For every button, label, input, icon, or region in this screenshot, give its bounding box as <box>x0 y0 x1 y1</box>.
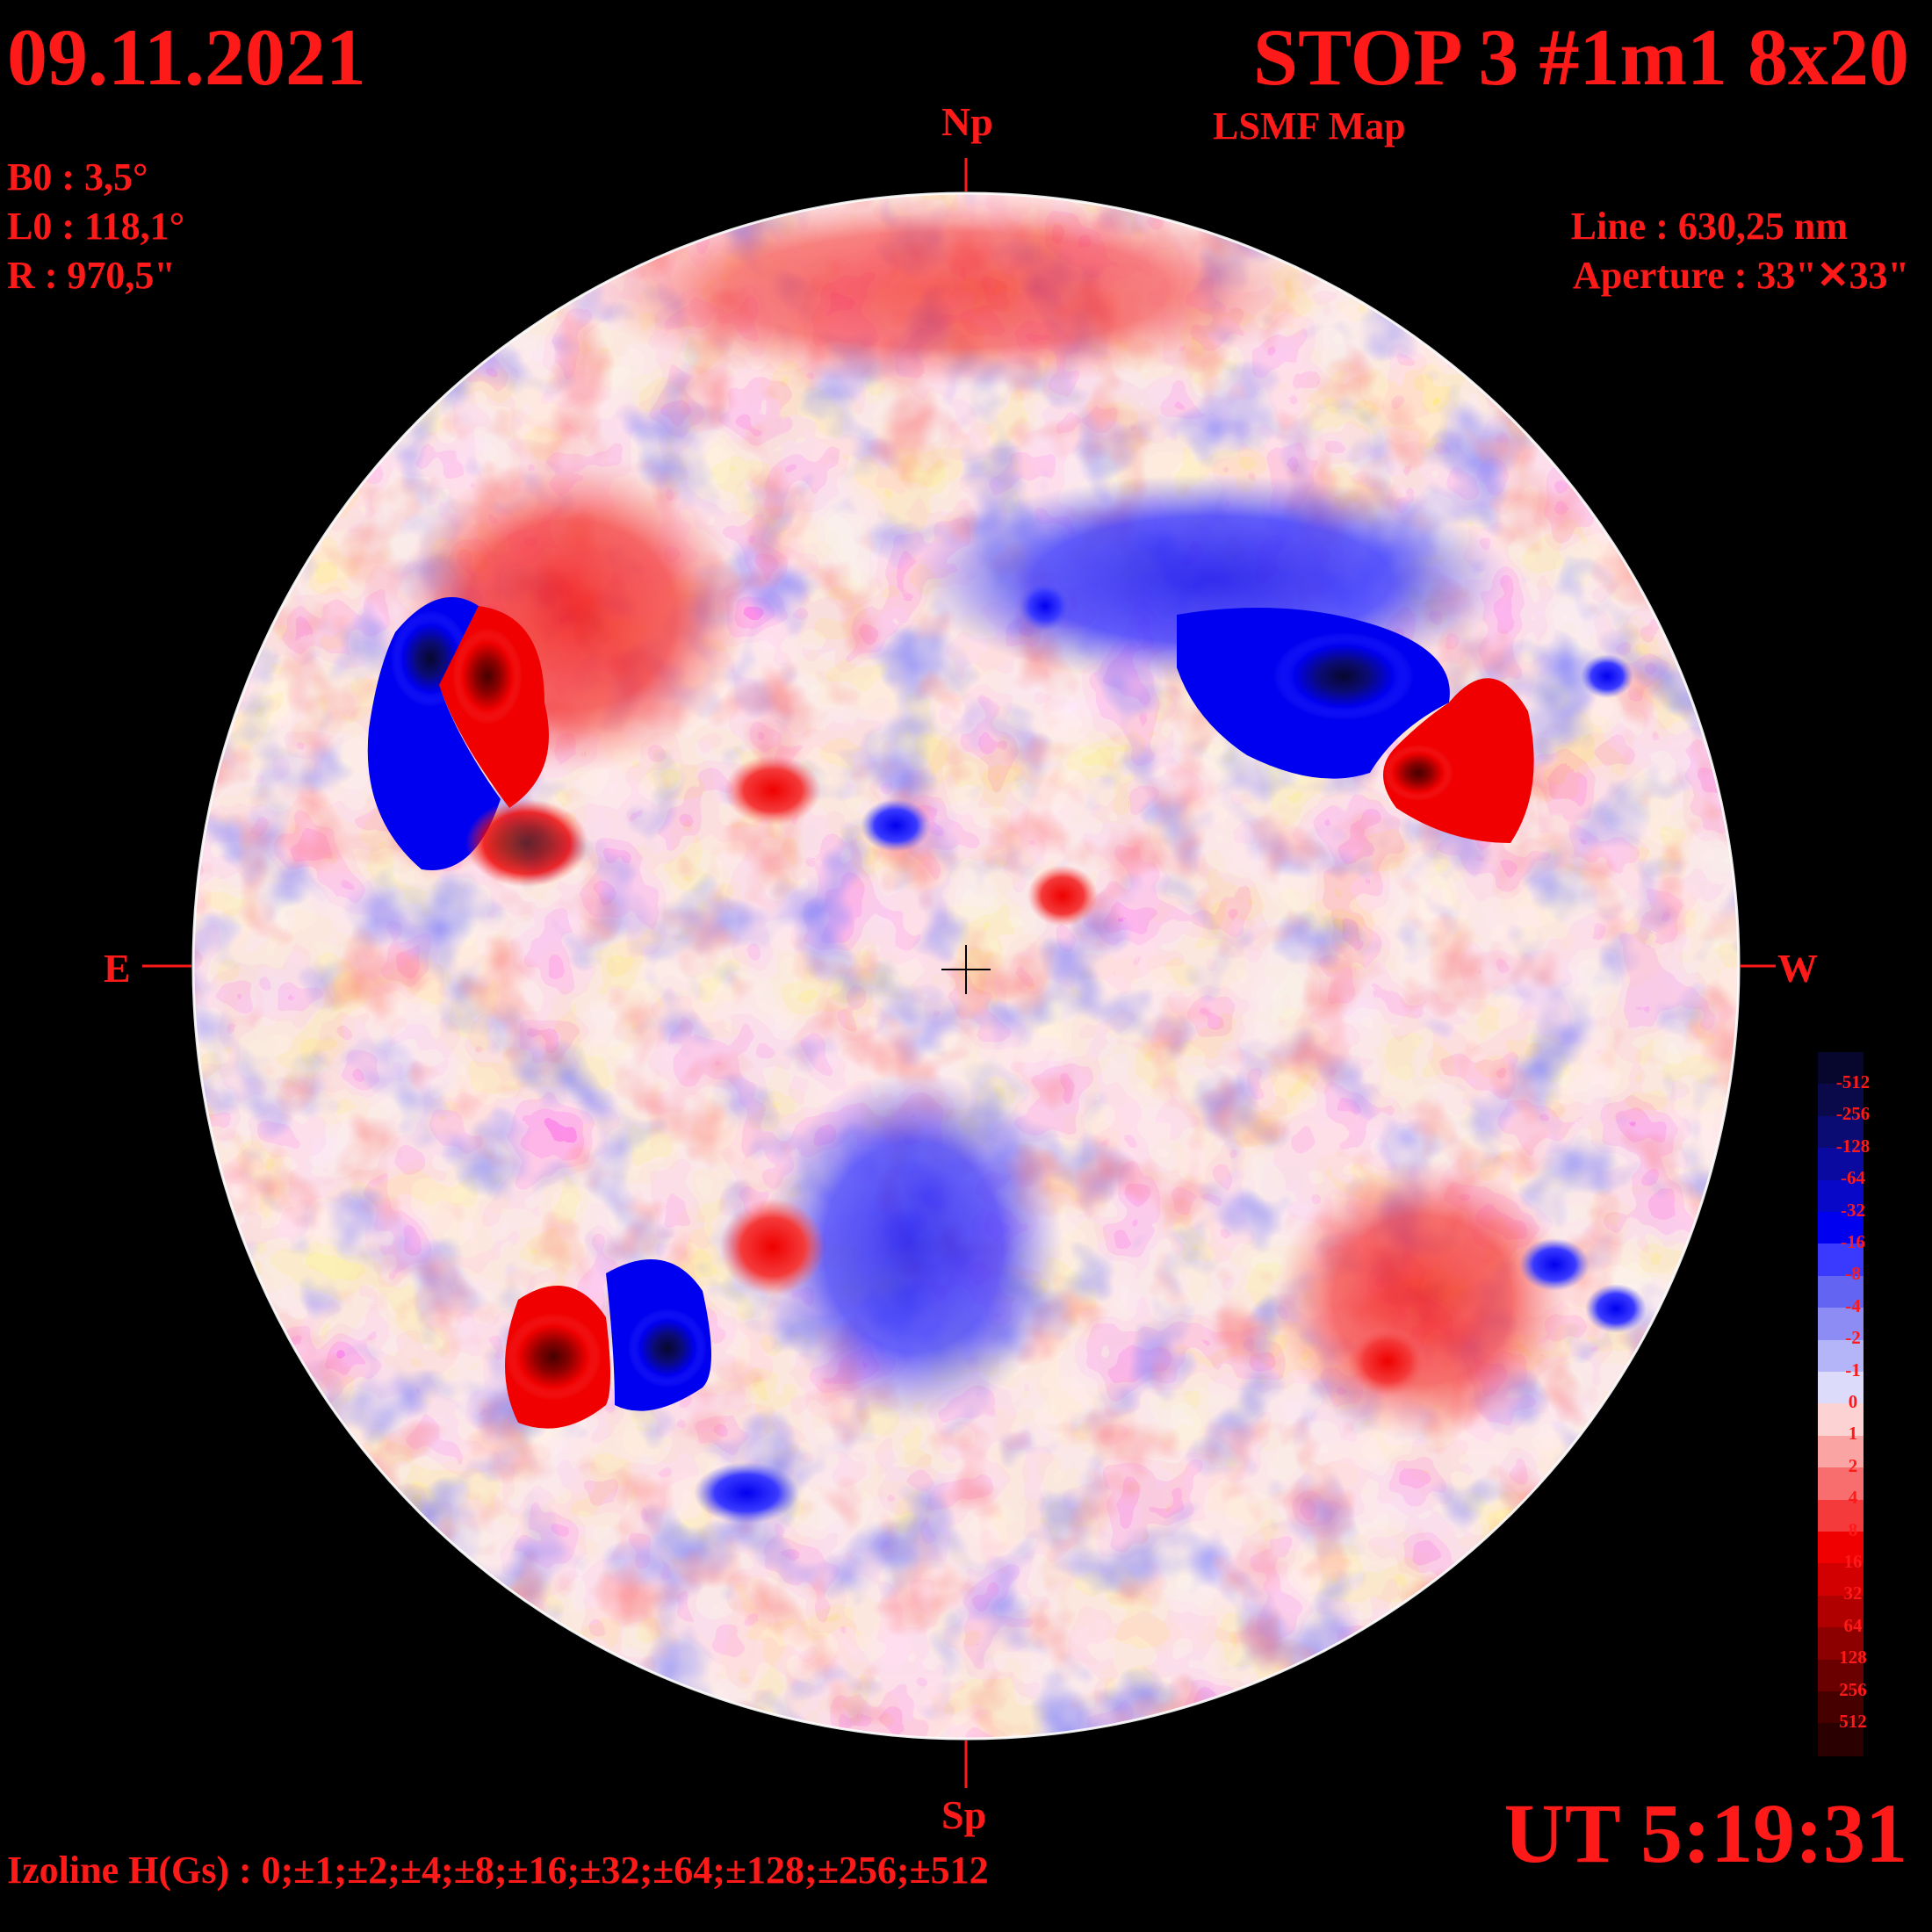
colorbar-cell <box>1818 1563 1864 1597</box>
ar-nw-negative <box>1177 608 1450 779</box>
colorbar-label: 256 <box>1839 1678 1867 1700</box>
colorbar-cell <box>1818 1627 1864 1661</box>
colorbar <box>1818 1052 1864 1756</box>
colorbar-label: -512 <box>1835 1071 1871 1092</box>
colorbar-label: -32 <box>1841 1199 1865 1221</box>
south-pole-label: Sp <box>941 1792 987 1837</box>
colorbar-cell <box>1818 1052 1864 1085</box>
param-line: Line : 630,25 nm <box>1570 205 1848 248</box>
colorbar-cell <box>1818 1659 1864 1692</box>
colorbar-label: 64 <box>1843 1614 1863 1636</box>
colorbar-label: 8 <box>1848 1518 1858 1540</box>
izoline-legend: Izoline H(Gs) : 0;±1;±2;±4;±8;±16;±32;±6… <box>7 1849 989 1892</box>
ar-se-positive <box>505 1286 610 1429</box>
colorbar-label: -1 <box>1845 1359 1861 1381</box>
colorbar-cell <box>1818 1403 1864 1437</box>
colorbar-cell <box>1818 1723 1864 1756</box>
colorbar-cell <box>1818 1179 1864 1213</box>
param-aperture: Aperture : 33"✕33" <box>1572 254 1909 297</box>
north-pole-label: Np <box>941 99 993 144</box>
colorbar-cell <box>1818 1308 1864 1341</box>
ar-nw-positive <box>1383 678 1534 843</box>
ar-ne-positive <box>439 606 588 887</box>
colorbar-label: 4 <box>1848 1487 1858 1509</box>
center-crosshair <box>941 945 991 994</box>
colorbar-cell <box>1818 1435 1864 1469</box>
colorbar-label: -8 <box>1845 1263 1861 1285</box>
colorbar-cell <box>1818 1244 1864 1277</box>
colorbar-label: -64 <box>1841 1167 1865 1189</box>
colorbar-label: 0 <box>1848 1391 1858 1412</box>
param-l0: L0 : 118,1° <box>7 205 185 248</box>
colorbar-cell <box>1818 1691 1864 1725</box>
colorbar-cell <box>1818 1148 1864 1181</box>
east-label: E <box>104 946 131 991</box>
colorbar-cell <box>1818 1467 1864 1501</box>
colorbar-label: -256 <box>1835 1103 1871 1125</box>
colorbar-label: -16 <box>1841 1231 1865 1252</box>
colorbar-label: -2 <box>1845 1327 1861 1349</box>
param-r: R : 970,5" <box>7 254 176 297</box>
colorbar-cell <box>1818 1212 1864 1245</box>
solar-disk <box>193 193 1739 1739</box>
colorbar-cell <box>1818 1084 1864 1117</box>
map-title: STOP 3 #1m1 8x20 <box>1252 12 1909 102</box>
colorbar-cell <box>1818 1532 1864 1565</box>
colorbar-label: -128 <box>1835 1135 1871 1157</box>
map-subtitle: LSMF Map <box>1213 105 1406 148</box>
universal-time: UT 5:19:31 <box>1503 1786 1907 1880</box>
colorbar-cell <box>1818 1372 1864 1405</box>
colorbar-label: 128 <box>1839 1647 1867 1669</box>
colorbar-label: 2 <box>1848 1454 1858 1476</box>
colorbar-label: 1 <box>1848 1423 1858 1445</box>
colorbar-label: -4 <box>1845 1294 1861 1316</box>
param-b0: B0 : 3,5° <box>7 155 148 198</box>
colorbar-cell <box>1818 1595 1864 1629</box>
colorbar-label: 32 <box>1843 1582 1863 1604</box>
west-label: W <box>1777 946 1818 991</box>
colorbar-cell <box>1818 1339 1864 1373</box>
colorbar-cell <box>1818 1275 1864 1309</box>
observation-date: 09.11.2021 <box>7 12 366 102</box>
colorbar-cell <box>1818 1499 1864 1532</box>
colorbar-cell <box>1818 1115 1864 1150</box>
ar-se-negative <box>606 1259 711 1411</box>
colorbar-label: 512 <box>1839 1711 1867 1732</box>
colorbar-label: 16 <box>1843 1551 1863 1572</box>
